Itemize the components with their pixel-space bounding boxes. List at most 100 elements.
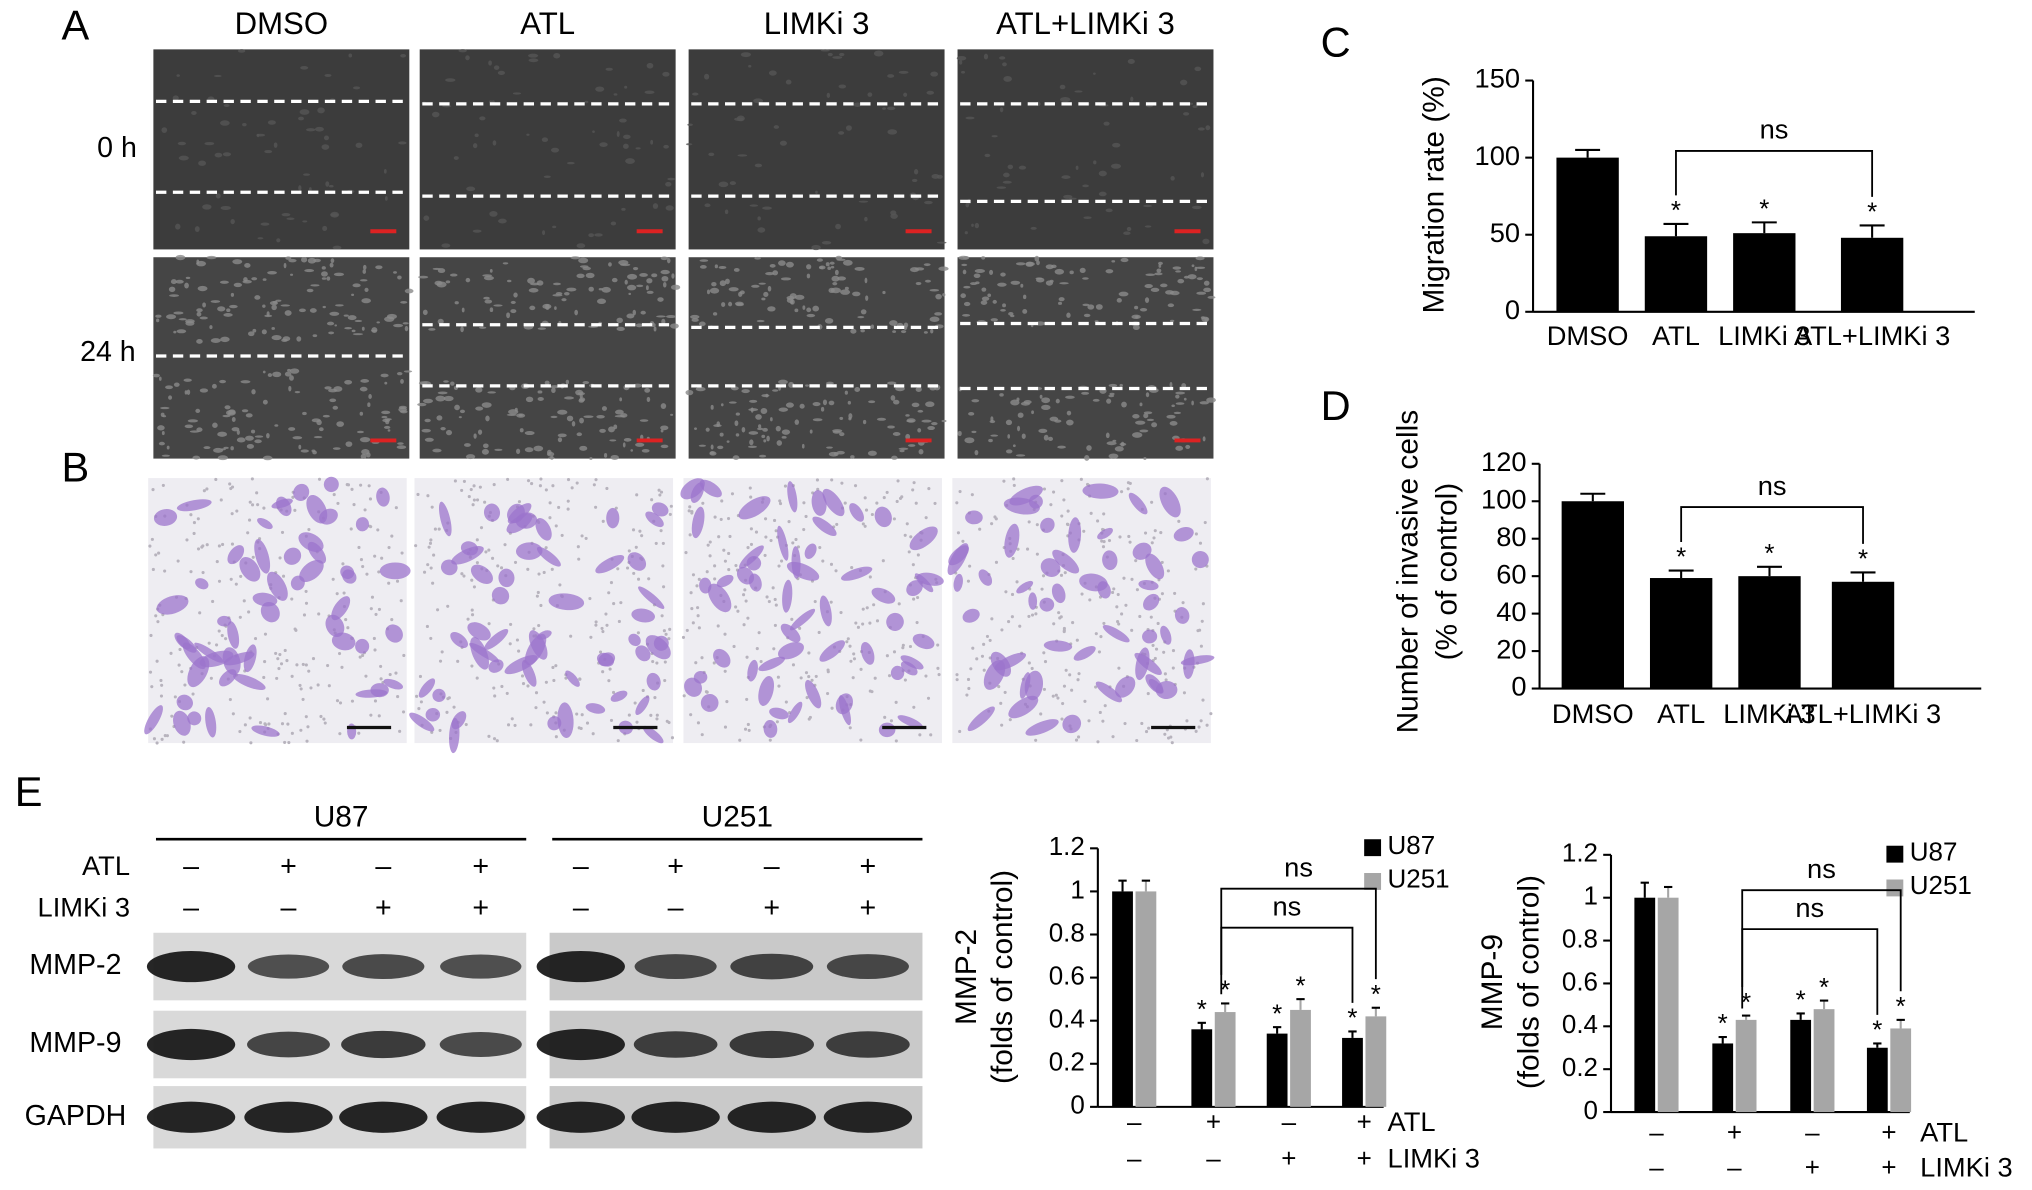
pore xyxy=(723,559,727,563)
pore xyxy=(658,493,662,497)
pore xyxy=(631,528,636,532)
cell-texture xyxy=(276,238,281,243)
cell-texture xyxy=(687,123,693,126)
cell-texture xyxy=(840,289,851,295)
stained-cell xyxy=(1102,624,1130,643)
cell-texture xyxy=(1010,399,1020,406)
pore xyxy=(1064,668,1068,672)
pore xyxy=(548,501,552,505)
cell-texture xyxy=(756,319,765,323)
pore xyxy=(566,499,570,503)
pore xyxy=(966,579,970,583)
pore xyxy=(936,666,940,670)
pore xyxy=(830,478,834,482)
pore xyxy=(148,544,152,548)
stained-cell xyxy=(195,578,209,590)
x-tick-label: LIMKi 3 xyxy=(1718,320,1810,351)
cell-texture xyxy=(769,264,776,268)
cell-texture xyxy=(806,273,811,279)
pore xyxy=(335,592,339,596)
cell-texture xyxy=(352,333,364,336)
pore xyxy=(846,637,850,641)
pore xyxy=(551,484,555,488)
pore xyxy=(1062,498,1066,502)
micrograph xyxy=(153,49,410,250)
pore xyxy=(754,530,759,534)
cell-texture xyxy=(418,275,429,279)
cell-texture xyxy=(820,406,825,412)
cell-texture xyxy=(1177,278,1185,284)
pore xyxy=(149,633,153,638)
cell-texture xyxy=(975,281,980,285)
pore xyxy=(307,527,311,532)
stained-cell xyxy=(470,564,493,584)
stained-cell xyxy=(990,651,1012,677)
pore xyxy=(534,706,538,710)
cell-texture xyxy=(887,106,896,111)
stained-cell xyxy=(948,545,970,566)
stained-cell xyxy=(239,556,261,582)
cell-texture xyxy=(860,329,865,333)
stained-cell xyxy=(1191,551,1209,569)
stained-cell xyxy=(535,517,552,541)
stained-cell xyxy=(1040,517,1055,533)
pore xyxy=(429,538,433,542)
panel-label: C xyxy=(1321,18,1351,65)
cell-texture xyxy=(1015,454,1026,457)
cell-texture xyxy=(158,441,165,446)
pore xyxy=(681,635,686,639)
cell-texture xyxy=(644,388,651,393)
cell-texture xyxy=(298,116,305,121)
blot-strip xyxy=(536,1086,923,1149)
pore xyxy=(569,634,573,638)
cell-texture xyxy=(465,277,471,283)
cell-texture xyxy=(615,409,624,415)
pore xyxy=(1103,704,1107,708)
cell-texture xyxy=(483,443,489,449)
pore xyxy=(725,700,729,704)
x-row-label: ATL xyxy=(1920,1116,1968,1147)
pore xyxy=(205,543,209,547)
stained-cell xyxy=(299,559,324,582)
micrograph xyxy=(152,254,414,461)
cell-texture xyxy=(191,110,197,115)
pore xyxy=(807,651,811,655)
cell-texture xyxy=(472,229,482,233)
pore xyxy=(667,720,671,725)
pore xyxy=(278,652,282,657)
cell-texture xyxy=(514,407,518,412)
pore xyxy=(717,535,721,539)
pore xyxy=(542,570,546,575)
error-bar xyxy=(1575,148,1601,158)
cell-texture xyxy=(271,304,277,311)
pore xyxy=(1209,712,1213,716)
cell-texture xyxy=(633,266,639,271)
pore xyxy=(160,683,164,687)
pore xyxy=(1134,559,1138,563)
pore xyxy=(635,720,639,724)
error-bar xyxy=(1348,1030,1357,1038)
pore xyxy=(668,627,672,631)
stained-cell xyxy=(1051,583,1066,604)
cell-texture xyxy=(781,429,791,435)
pore xyxy=(219,498,223,502)
pore xyxy=(544,680,548,684)
cell-texture xyxy=(1058,297,1065,302)
pore xyxy=(566,507,570,511)
cell-texture xyxy=(829,261,835,265)
pore xyxy=(903,533,907,537)
treatment-sign: – xyxy=(375,850,391,882)
cell-texture xyxy=(698,444,707,447)
cell-texture xyxy=(802,305,806,310)
pore xyxy=(720,499,724,503)
pore xyxy=(1122,576,1126,580)
cell-texture xyxy=(832,56,843,59)
cell-texture xyxy=(226,308,231,313)
error-bar xyxy=(1751,221,1777,234)
cell-texture xyxy=(1194,66,1202,72)
cell-texture xyxy=(778,260,786,266)
pore xyxy=(1087,719,1091,723)
cell-texture xyxy=(987,293,992,298)
pore xyxy=(810,678,814,682)
pore xyxy=(1102,512,1106,516)
